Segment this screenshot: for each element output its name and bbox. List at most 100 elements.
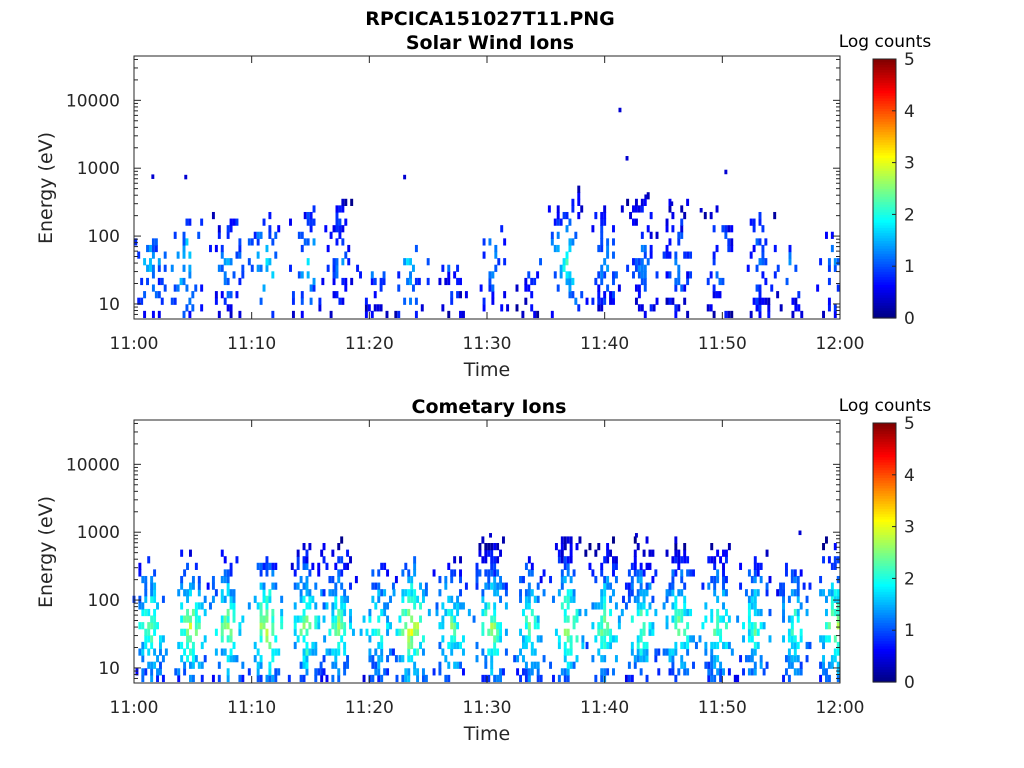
heatmap-cell (144, 668, 148, 676)
heatmap-cell (825, 674, 828, 683)
heatmap-cell (710, 641, 714, 650)
heatmap-cell (704, 615, 708, 623)
burst-7 (392, 556, 431, 683)
colorbar-segment (873, 261, 896, 265)
colorbar-segment (873, 474, 896, 478)
heatmap-cell (453, 569, 457, 577)
heatmap-cell (220, 615, 224, 623)
heatmap-cell (426, 277, 430, 286)
colorbar-segment (873, 630, 896, 634)
heatmap-cell (724, 231, 728, 239)
heatmap-cell (640, 304, 644, 312)
colorbar-segment (873, 95, 896, 99)
heatmap-cell (712, 310, 716, 319)
panel-1-title: Solar Wind Ions (406, 32, 574, 54)
heatmap-cell (161, 674, 165, 683)
heatmap-cell (334, 655, 338, 663)
heatmap-cell (380, 562, 384, 570)
heatmap-cell (189, 615, 192, 623)
heatmap-cell (200, 602, 204, 610)
heatmap-cell (524, 661, 528, 669)
colorbar-segment (873, 500, 896, 504)
colorbar-segment (873, 299, 896, 304)
heatmap-cell (499, 635, 502, 643)
heatmap-cell (138, 648, 142, 656)
heatmap-cell (639, 648, 643, 656)
heatmap-cell (153, 582, 157, 590)
colorbar-tick-label: 0 (904, 673, 915, 693)
heatmap-cell (793, 635, 797, 643)
heatmap-cell (603, 655, 607, 663)
heatmap-cell (262, 218, 266, 226)
heatmap-cell (634, 198, 638, 206)
heatmap-cell (761, 258, 765, 266)
heatmap-cell (790, 641, 794, 650)
colorbar-segment (873, 593, 896, 598)
x-tick-label: 11:20 (345, 334, 394, 354)
heatmap-cell (584, 608, 588, 617)
heatmap-cell (609, 635, 613, 643)
heatmap-cell (141, 655, 145, 663)
heatmap-cell (640, 205, 644, 213)
heatmap-cell (413, 668, 417, 676)
heatmap-cell (459, 602, 462, 610)
heatmap-cell (268, 211, 272, 220)
heatmap-cell (747, 602, 751, 610)
heatmap-cell (325, 602, 329, 610)
heatmap-cell (825, 622, 828, 630)
heatmap-cell (503, 258, 507, 266)
heatmap-cell (645, 582, 649, 590)
heatmap-cell (271, 615, 275, 623)
heatmap-cell (556, 244, 560, 253)
heatmap-cell (147, 635, 151, 643)
heatmap-cell (322, 615, 326, 623)
heatmap-cell (144, 582, 148, 590)
heatmap-cell (639, 562, 643, 570)
heatmap-cell (671, 602, 675, 610)
heatmap-cell (331, 608, 335, 617)
heatmap-cell (522, 608, 525, 617)
heatmap-cell (305, 615, 309, 623)
heatmap-cell (776, 264, 780, 272)
colorbar-segment (873, 281, 896, 285)
heatmap-cell (715, 205, 719, 213)
heatmap-cell (530, 661, 534, 669)
heatmap-cell (321, 277, 325, 286)
heatmap-cell (314, 622, 318, 630)
heatmap-cell (719, 628, 723, 636)
heatmap-cell (256, 661, 260, 669)
heatmap-cell (755, 284, 759, 292)
colorbar-segment (873, 490, 896, 494)
heatmap-cell (513, 655, 517, 663)
heatmap-cell (177, 589, 181, 597)
heatmap-cell (144, 608, 148, 617)
heatmap-cell (407, 595, 411, 603)
heatmap-cell (833, 264, 837, 272)
heatmap-cell (293, 622, 297, 630)
heatmap-cell (686, 569, 690, 577)
colorbar-segment (873, 315, 896, 319)
panel-1-x-label: Time (463, 359, 511, 381)
heatmap-cell (368, 655, 372, 663)
heatmap-cell (648, 628, 652, 636)
burst-0 (134, 238, 167, 319)
heatmap-cell (413, 628, 417, 636)
colorbar-segment (873, 513, 896, 517)
heatmap-cell (150, 595, 154, 603)
heatmap-cell (256, 231, 260, 239)
heatmap-cell (713, 655, 717, 663)
heatmap-cell (785, 277, 789, 286)
heatmap-cell (686, 635, 690, 643)
heatmap-cell (665, 589, 669, 597)
colorbar-segment (873, 113, 896, 117)
heatmap-cell (671, 211, 675, 220)
y-tick-label: 100 (88, 227, 120, 247)
heatmap-cell (453, 641, 457, 650)
heatmap-cell (397, 310, 401, 319)
heatmap-cell (554, 628, 558, 636)
heatmap-cell (481, 595, 485, 603)
heatmap-cell (767, 304, 771, 312)
heatmap-cell (515, 284, 519, 292)
colorbar-segment (873, 580, 896, 585)
